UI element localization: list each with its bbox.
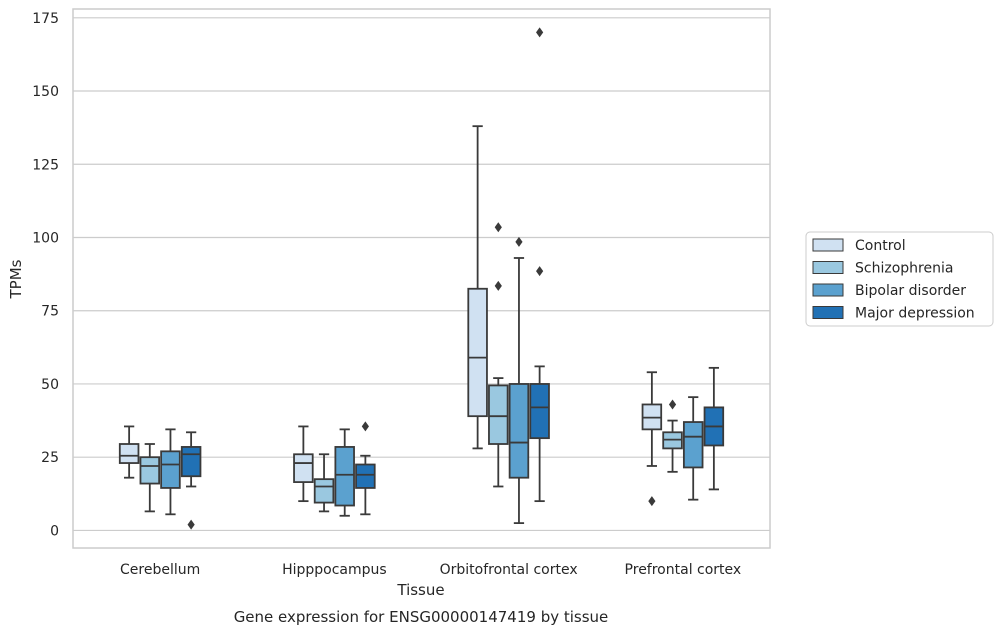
series-group <box>160 236 704 525</box>
box-iqr <box>139 456 161 485</box>
legend-item: Bipolar disorder <box>812 283 966 299</box>
box-element <box>160 428 181 516</box>
box-iqr <box>467 287 488 418</box>
legend-item: Major depression <box>812 306 975 322</box>
legend-label: Control <box>855 238 906 254</box>
box-iqr <box>529 383 550 440</box>
outlier-point <box>515 236 523 247</box>
outlier-point <box>536 27 544 38</box>
outlier-point <box>536 266 544 277</box>
x-tick-label: Cerebellum <box>120 562 200 578</box>
y-tick-label: 175 <box>32 11 59 27</box>
box-iqr <box>118 443 140 464</box>
legend-label: Bipolar disorder <box>855 283 966 299</box>
series-group <box>139 222 683 513</box>
x-tick-label: Orbitofrontal cortex <box>440 562 578 578</box>
x-axis-ticks: Cerebellum Hipppocampus Orbitofrontal cort… <box>120 562 741 578</box>
box-element <box>180 431 202 530</box>
outlier-point <box>187 519 195 530</box>
box-element <box>355 421 376 516</box>
legend-swatch <box>812 306 844 319</box>
outlier-point <box>361 421 369 432</box>
legend-item: Control <box>812 238 906 254</box>
legend-frame <box>805 231 994 327</box>
outlier-point <box>494 280 502 291</box>
figure-caption: Gene expression for ENSG00000147419 by t… <box>234 608 609 626</box>
box-iqr <box>682 421 704 469</box>
box-series <box>118 27 725 530</box>
box-element <box>529 27 550 503</box>
y-axis-ticks: 0 25 50 75 100 125 150 175 <box>32 11 59 540</box>
outlier-point <box>648 496 656 507</box>
legend-label: Schizophrenia <box>855 261 953 277</box>
box-iqr <box>488 384 509 445</box>
legend-swatch <box>812 261 844 274</box>
y-tick-label: 75 <box>41 304 59 320</box>
box-iqr <box>180 446 202 478</box>
y-tick-label: 100 <box>32 230 59 246</box>
box-iqr <box>160 450 181 489</box>
box-iqr <box>293 453 314 483</box>
y-tick-label: 125 <box>32 157 59 173</box>
box-element <box>488 222 509 488</box>
box-element <box>662 399 683 473</box>
series-group <box>118 125 663 507</box>
x-tick-label: Prefrontal cortex <box>625 562 742 578</box>
y-tick-label: 0 <box>50 523 59 539</box>
box-iqr <box>508 383 530 479</box>
legend-item: Schizophrenia <box>812 261 953 277</box>
box-element <box>139 443 161 513</box>
legend: Control Schizophrenia Bipolar disorder Majo… <box>805 231 994 327</box>
outlier-point <box>668 399 677 410</box>
x-axis-title: Tissue <box>396 581 444 599</box>
box-element <box>682 396 704 501</box>
y-tick-label: 150 <box>32 84 59 100</box>
box-element <box>293 425 314 503</box>
box-element <box>703 366 725 491</box>
box-element <box>467 125 488 450</box>
box-element <box>313 453 335 513</box>
box-iqr <box>355 463 376 489</box>
series-group <box>180 27 725 530</box>
legend-label: Major depression <box>855 306 975 322</box>
box-iqr <box>313 478 335 504</box>
y-tick-label: 50 <box>41 377 59 393</box>
y-axis-title: TPMs <box>7 259 25 299</box>
y-tick-label: 25 <box>41 450 59 466</box>
box-element <box>641 371 663 507</box>
box-iqr <box>334 446 355 507</box>
box-element <box>334 428 355 517</box>
box-element <box>118 425 140 479</box>
box-element <box>508 236 530 525</box>
outlier-point <box>494 222 502 233</box>
legend-swatch <box>812 283 844 297</box>
legend-swatch <box>812 238 844 252</box>
x-tick-label: Hipppocampus <box>282 562 387 578</box>
